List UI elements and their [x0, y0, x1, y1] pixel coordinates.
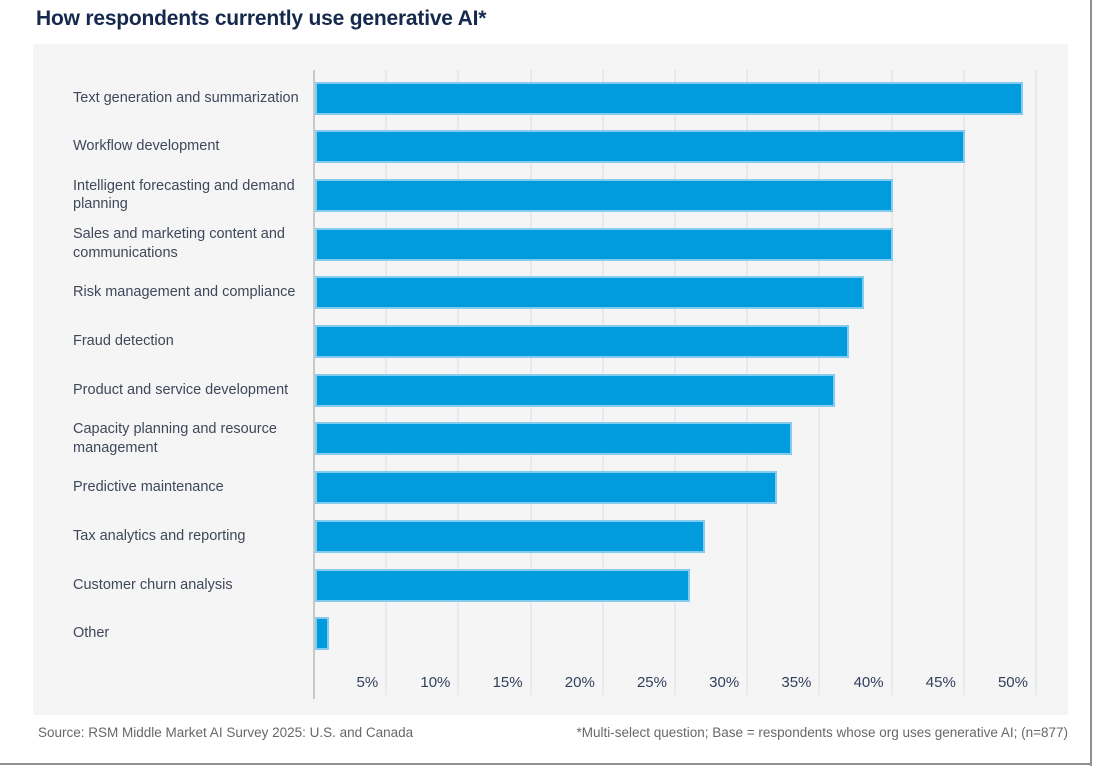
- category-label: Predictive maintenance: [73, 479, 224, 496]
- x-tick-label: 35%: [781, 674, 812, 691]
- gridline: [890, 70, 893, 695]
- bar: [315, 617, 330, 651]
- category-label: Text generation and summarization: [73, 89, 299, 106]
- x-tick-label: 40%: [853, 674, 884, 691]
- bar: [315, 471, 778, 505]
- chart-title: How respondents currently use generative…: [36, 7, 487, 30]
- x-tick-label: 30%: [709, 674, 740, 691]
- bar: [315, 325, 850, 358]
- bar: [315, 276, 864, 310]
- source-note: Source: RSM Middle Market AI Survey 2025…: [38, 725, 414, 740]
- bar: [315, 568, 691, 602]
- bar: [315, 227, 893, 261]
- x-tick-label: 5%: [356, 674, 379, 691]
- x-tick-label: 45%: [925, 674, 956, 691]
- bar: [315, 373, 835, 407]
- category-label: Other: [73, 625, 110, 642]
- category-label: Workflow development: [73, 138, 220, 155]
- bar: [315, 519, 705, 553]
- x-tick-label: 25%: [636, 674, 667, 691]
- x-tick-label: 20%: [564, 674, 595, 691]
- x-tick-label: 15%: [492, 674, 523, 691]
- page-border-right: [1090, 0, 1092, 766]
- footnote: *Multi-select question; Base = responden…: [576, 725, 1068, 740]
- category-label: Tax analytics and reporting: [73, 527, 246, 544]
- chart-plot-area: 5% 10% 15% 20% 25% 30% 35% 40% 45% 50% Text genera…: [33, 44, 1068, 715]
- bar: [315, 81, 1023, 115]
- bar: [315, 130, 965, 164]
- category-label: Product and service development: [73, 381, 289, 398]
- category-label: Capacity planning and resource managemen…: [73, 421, 277, 456]
- x-tick-label: 10%: [420, 674, 451, 691]
- y-axis-line: [313, 70, 315, 699]
- category-label: Customer churn analysis: [73, 576, 233, 593]
- category-label: Risk management and compliance: [73, 284, 296, 301]
- bar: [315, 422, 792, 456]
- gridline: [1035, 70, 1037, 695]
- gridline: [962, 70, 965, 695]
- category-label: Intelligent forecasting and demand plann…: [73, 177, 295, 213]
- page-border-bottom: [0, 763, 1092, 765]
- bar: [315, 178, 893, 212]
- category-label: Sales and marketing content and communic…: [73, 226, 285, 262]
- category-label: Fraud detection: [73, 333, 174, 350]
- x-tick-label: 50%: [997, 674, 1028, 691]
